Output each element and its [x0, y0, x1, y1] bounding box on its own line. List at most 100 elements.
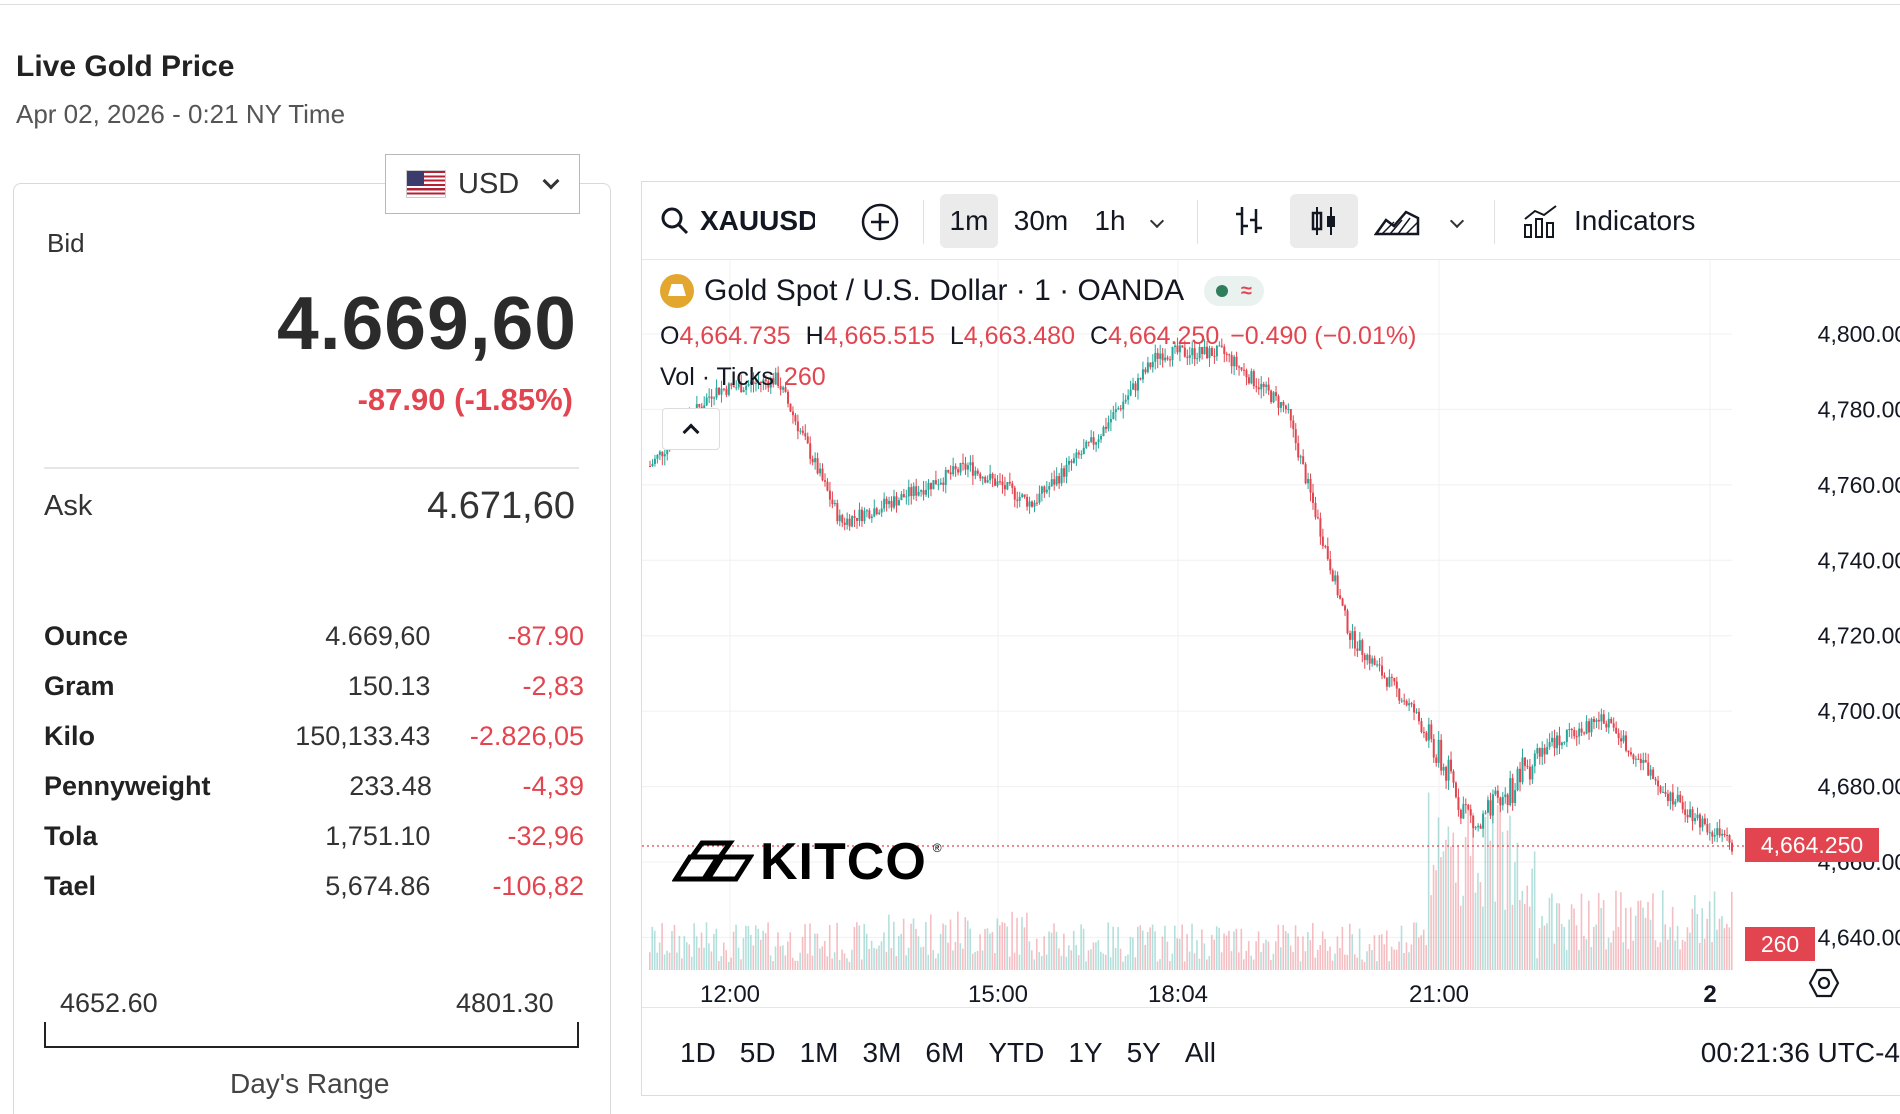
- close-value: 4,664.250: [1108, 322, 1220, 350]
- range-1y-button[interactable]: 1Y: [1068, 1037, 1103, 1068]
- candle-body: [1674, 801, 1677, 805]
- interval-30m[interactable]: 30m: [1013, 205, 1069, 236]
- volume-tag: 260: [1745, 927, 1815, 961]
- volume-bar: [720, 956, 723, 970]
- symbol-search[interactable]: XAUUSD: [660, 199, 815, 243]
- volume-bar: [1206, 959, 1208, 970]
- volume-bar: [1183, 961, 1186, 970]
- range-6m-button[interactable]: 6M: [925, 1037, 965, 1068]
- candle-body: [1356, 648, 1359, 651]
- volume-bar: [1035, 938, 1038, 970]
- volume-bar: [1112, 926, 1114, 970]
- volume-bar: [750, 934, 752, 970]
- candle-body: [1654, 779, 1657, 781]
- volume-bar: [1228, 930, 1230, 970]
- bar-style-button[interactable]: [1227, 199, 1271, 243]
- candle-body: [1257, 387, 1260, 390]
- collapse-legend-button[interactable]: [662, 408, 720, 450]
- volume-bar: [742, 937, 745, 970]
- range-5d-button[interactable]: 5D: [739, 1037, 776, 1068]
- candle-body: [722, 388, 725, 390]
- candle-body: [1410, 703, 1413, 705]
- range-1d-button[interactable]: 1D: [680, 1037, 716, 1068]
- chart-style-dropdown[interactable]: [1442, 194, 1472, 248]
- range-all-button[interactable]: All: [1184, 1037, 1216, 1068]
- volume-bar: [971, 953, 974, 970]
- open-value: 4,664.735: [679, 322, 791, 350]
- candle-body: [801, 430, 804, 434]
- kitco-registered-mark: ®: [932, 841, 942, 855]
- candles-style-button[interactable]: [1290, 194, 1358, 248]
- chart-clock[interactable]: 00:21:36 UTC-4: [1700, 1037, 1900, 1068]
- candle-body: [1137, 378, 1140, 391]
- candle-body: [1516, 768, 1519, 791]
- volume-bar: [1393, 949, 1395, 970]
- volume-bar: [996, 918, 999, 970]
- volume-bar: [1314, 957, 1317, 970]
- volume-bar: [1149, 927, 1151, 970]
- volume-bar: [1169, 961, 1171, 970]
- candle-body: [907, 487, 910, 497]
- range-1m-button[interactable]: 1M: [799, 1037, 839, 1068]
- volume-bar: [1033, 959, 1036, 970]
- candle-body: [742, 389, 745, 393]
- chart-settings-icon[interactable]: [1808, 967, 1840, 999]
- unit-price: 233.48: [349, 770, 432, 801]
- candle-body: [1095, 442, 1098, 445]
- volume-bar: [1413, 922, 1415, 970]
- candle-body: [1038, 493, 1041, 503]
- candle-body: [1652, 769, 1655, 780]
- candle-body: [870, 516, 873, 519]
- volume-bar: [681, 958, 683, 970]
- volume-bar: [1087, 950, 1090, 970]
- compare-symbol-button[interactable]: [859, 201, 901, 243]
- candle-body: [730, 383, 733, 386]
- range-3m-button[interactable]: 3M: [862, 1037, 902, 1068]
- candle-body: [651, 463, 654, 467]
- volume-bar: [853, 927, 856, 970]
- interval-1m[interactable]: 1m: [940, 194, 998, 248]
- range-ytd-button[interactable]: YTD: [988, 1037, 1045, 1068]
- candle-body: [1124, 399, 1127, 402]
- candle-body: [1501, 796, 1504, 806]
- candle-body: [1701, 818, 1704, 828]
- candle-body: [920, 490, 923, 492]
- toolbar-separator: [1197, 200, 1198, 244]
- volume-bar: [1410, 944, 1413, 970]
- close-label: C: [1089, 322, 1108, 350]
- volume-bar: [757, 928, 760, 970]
- candle-body: [725, 388, 728, 395]
- volume-bar: [1454, 882, 1457, 970]
- volume-bar: [1312, 922, 1314, 970]
- candle-body: [1435, 757, 1438, 763]
- candle-body: [952, 466, 955, 475]
- kitco-bars-icon: [672, 840, 754, 882]
- volume-bar: [1151, 924, 1154, 970]
- candle-body: [1691, 809, 1694, 822]
- volume-bar: [910, 923, 912, 970]
- candle-body: [1240, 367, 1243, 370]
- candle-body: [754, 383, 757, 385]
- candle-body: [838, 515, 841, 522]
- volume-bar: [1615, 890, 1617, 970]
- candle-body: [1161, 353, 1164, 361]
- market-status-indicator[interactable]: ≈: [1204, 276, 1265, 306]
- area-style-button[interactable]: [1372, 199, 1422, 243]
- candle-body: [1149, 362, 1152, 368]
- volume-bar: [1671, 906, 1674, 970]
- volume-bar: [1696, 913, 1699, 970]
- volume-bar: [1223, 933, 1225, 970]
- candle-body: [698, 404, 701, 407]
- volume-bar: [1011, 911, 1013, 970]
- price-chart[interactable]: 4,800.000 4,780.000 4,760.000 4,740.000 4,72…: [642, 260, 1900, 1007]
- volume-bar: [1026, 912, 1028, 970]
- candle-body: [1627, 750, 1630, 753]
- currency-select[interactable]: USD: [385, 154, 580, 214]
- candle-body: [1100, 436, 1103, 440]
- indicators-button[interactable]: Indicators: [1522, 194, 1695, 248]
- interval-1h[interactable]: 1h: [1094, 205, 1126, 236]
- candle-body: [1033, 502, 1036, 507]
- range-5y-button[interactable]: 5Y: [1126, 1037, 1161, 1068]
- interval-dropdown[interactable]: [1142, 194, 1172, 248]
- volume-bar: [764, 933, 767, 970]
